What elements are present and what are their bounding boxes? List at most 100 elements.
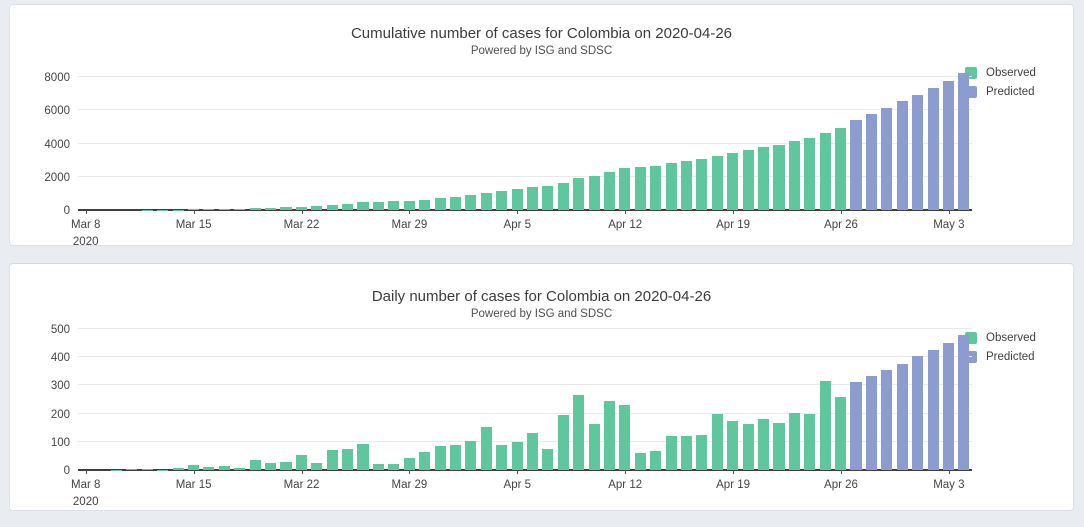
bar-observed[interactable] — [557, 414, 569, 470]
bar-observed[interactable] — [711, 156, 723, 210]
bar-observed[interactable] — [665, 435, 677, 470]
bar-observed[interactable] — [742, 424, 754, 470]
bar-observed[interactable] — [218, 466, 230, 470]
bar-observed[interactable] — [727, 153, 739, 210]
bar-observed[interactable] — [788, 141, 800, 210]
bar-observed[interactable] — [326, 204, 338, 210]
bar-predicted[interactable] — [896, 101, 908, 210]
bar-observed[interactable] — [203, 209, 215, 210]
bar-observed[interactable] — [681, 161, 693, 210]
bar-observed[interactable] — [758, 418, 770, 470]
bar-observed[interactable] — [372, 201, 384, 210]
bar-observed[interactable] — [403, 457, 415, 470]
bar-observed[interactable] — [742, 150, 754, 210]
bar-observed[interactable] — [141, 468, 153, 470]
bar-observed[interactable] — [280, 207, 292, 210]
bar-predicted[interactable] — [958, 73, 970, 210]
bar-observed[interactable] — [696, 159, 708, 210]
bar-observed[interactable] — [511, 189, 523, 210]
bar-observed[interactable] — [480, 427, 492, 470]
bar-observed[interactable] — [434, 198, 446, 210]
bar-observed[interactable] — [773, 422, 785, 470]
legend-item-predicted[interactable]: Predicted — [965, 347, 1057, 366]
bar-predicted[interactable] — [912, 356, 924, 470]
bar-observed[interactable] — [295, 206, 307, 210]
bar-observed[interactable] — [465, 440, 477, 470]
bar-observed[interactable] — [372, 464, 384, 470]
bar-observed[interactable] — [819, 132, 831, 210]
bar-observed[interactable] — [234, 208, 246, 210]
bar-observed[interactable] — [449, 196, 461, 210]
bar-observed[interactable] — [403, 200, 415, 210]
bar-predicted[interactable] — [912, 94, 924, 210]
bar-observed[interactable] — [557, 182, 569, 210]
bar-observed[interactable] — [542, 186, 554, 210]
bar-observed[interactable] — [203, 467, 215, 470]
bar-observed[interactable] — [480, 192, 492, 210]
bar-predicted[interactable] — [865, 113, 877, 210]
bar-predicted[interactable] — [865, 375, 877, 470]
bar-observed[interactable] — [711, 413, 723, 470]
bar-observed[interactable] — [419, 452, 431, 470]
bar-predicted[interactable] — [958, 334, 970, 470]
bar-observed[interactable] — [804, 137, 816, 210]
bar-observed[interactable] — [388, 464, 400, 470]
bar-observed[interactable] — [249, 459, 261, 470]
bar-predicted[interactable] — [896, 363, 908, 470]
bar-observed[interactable] — [634, 453, 646, 470]
bar-observed[interactable] — [496, 445, 508, 470]
bar-observed[interactable] — [342, 449, 354, 470]
bar-predicted[interactable] — [942, 342, 954, 470]
bar-observed[interactable] — [573, 394, 585, 470]
bar-observed[interactable] — [342, 203, 354, 210]
bar-observed[interactable] — [465, 195, 477, 210]
bar-observed[interactable] — [650, 165, 662, 210]
bar-observed[interactable] — [835, 397, 847, 470]
bar-observed[interactable] — [172, 468, 184, 470]
bar-observed[interactable] — [773, 144, 785, 210]
bar-predicted[interactable] — [881, 107, 893, 210]
bar-observed[interactable] — [357, 202, 369, 210]
bar-observed[interactable] — [449, 444, 461, 470]
bar-observed[interactable] — [619, 404, 631, 470]
bar-observed[interactable] — [388, 201, 400, 210]
bar-observed[interactable] — [835, 128, 847, 210]
bar-observed[interactable] — [804, 413, 816, 470]
bar-predicted[interactable] — [881, 369, 893, 470]
bar-observed[interactable] — [603, 171, 616, 210]
bar-observed[interactable] — [295, 455, 307, 470]
bar-observed[interactable] — [326, 449, 338, 470]
bar-observed[interactable] — [696, 434, 708, 470]
bar-observed[interactable] — [234, 467, 246, 470]
bar-observed[interactable] — [619, 167, 631, 210]
legend-item-observed[interactable]: Observed — [965, 63, 1057, 82]
bar-observed[interactable] — [265, 207, 277, 210]
bar-observed[interactable] — [249, 208, 261, 210]
bar-predicted[interactable] — [927, 88, 939, 210]
bar-observed[interactable] — [126, 469, 138, 470]
legend-item-predicted[interactable]: Predicted — [965, 82, 1057, 101]
bar-observed[interactable] — [218, 209, 230, 210]
bar-observed[interactable] — [650, 450, 662, 470]
bar-observed[interactable] — [788, 413, 800, 470]
bar-observed[interactable] — [758, 147, 770, 210]
bar-observed[interactable] — [357, 443, 369, 470]
bar-predicted[interactable] — [942, 81, 954, 210]
bar-observed[interactable] — [265, 462, 277, 470]
bar-observed[interactable] — [588, 424, 600, 470]
bar-observed[interactable] — [311, 206, 323, 210]
bar-observed[interactable] — [526, 187, 539, 210]
bar-observed[interactable] — [573, 178, 585, 210]
bar-observed[interactable] — [188, 465, 200, 470]
bar-observed[interactable] — [634, 166, 646, 210]
bar-predicted[interactable] — [850, 382, 862, 470]
bar-observed[interactable] — [419, 199, 431, 210]
bar-observed[interactable] — [434, 445, 446, 470]
bar-observed[interactable] — [681, 436, 693, 470]
bar-observed[interactable] — [819, 381, 831, 470]
bar-observed[interactable] — [727, 420, 739, 470]
bar-observed[interactable] — [603, 400, 616, 470]
bar-observed[interactable] — [188, 209, 200, 210]
bar-observed[interactable] — [496, 191, 508, 210]
bar-predicted[interactable] — [850, 119, 862, 210]
